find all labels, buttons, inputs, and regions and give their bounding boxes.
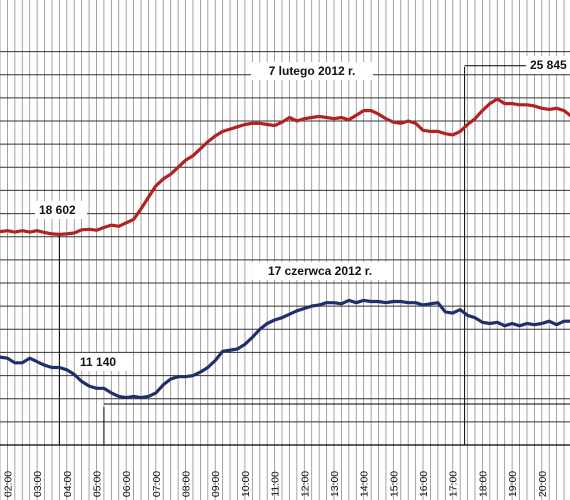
x-tick-label: 02:00: [2, 471, 14, 497]
min-label-winter: 18 602: [39, 203, 76, 217]
x-tick-label: 08:00: [181, 471, 193, 497]
x-tick-label: 09:00: [210, 471, 222, 497]
max-label-winter-bg: [526, 56, 570, 74]
summer-series-label: 17 czerwca 2012 r.: [268, 264, 372, 278]
annotation-labels: 7 lutego 2012 r. 17 czerwca 2012 r. 18 602…: [35, 56, 570, 371]
x-tick-label: 11:00: [270, 471, 282, 497]
min-label-summer-bg: [76, 353, 128, 371]
x-tick-label: 16:00: [418, 471, 430, 497]
x-tick-label: 04:00: [62, 471, 74, 497]
series-line-summer: [0, 298, 570, 400]
x-tick-label: 18:00: [477, 471, 489, 497]
x-tick-label: 19:00: [507, 471, 519, 497]
series-line-winter: [0, 97, 570, 236]
max-label-winter: 25 845: [530, 58, 567, 72]
x-tick-label: 17:00: [448, 471, 460, 497]
series-group: [0, 97, 570, 400]
summer-series-label-bg: [252, 262, 388, 280]
winter-series-label-bg: [251, 62, 373, 80]
annotation-lines: [58, 65, 570, 445]
x-tick-label: 05:00: [91, 471, 103, 497]
x-tick-label: 10:00: [240, 471, 252, 497]
x-tick-label: 07:00: [151, 471, 163, 497]
x-tick-labels: 02:00 03:00 04:00 05:00 06:00 07:00 08:00 09:00…: [2, 471, 548, 497]
x-tick-label: 13:00: [329, 471, 341, 497]
min-label-winter-bg: [35, 201, 87, 219]
x-tick-label: 12:00: [299, 471, 311, 497]
x-tick-label: 06:00: [121, 471, 133, 497]
winter-series-label: 7 lutego 2012 r.: [269, 64, 356, 78]
x-tick-label: 20:00: [537, 471, 549, 497]
x-tick-label: 03:00: [32, 471, 44, 497]
x-tick-label: 15:00: [388, 471, 400, 497]
min-label-summer: 11 140: [80, 355, 116, 369]
x-tick-label: 14:00: [359, 471, 371, 497]
